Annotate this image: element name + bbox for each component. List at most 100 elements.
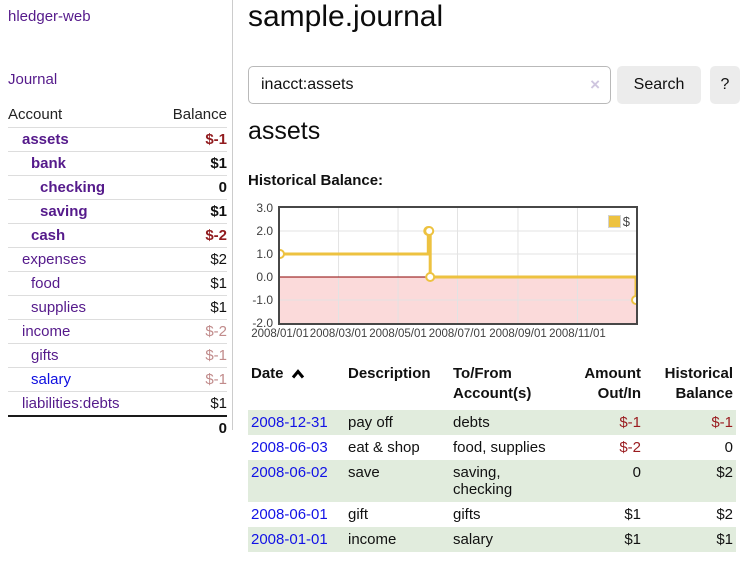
date-header-label: Date (251, 365, 284, 382)
transaction-balance: $-1 (711, 414, 733, 431)
account-row: assets $-1 (8, 127, 227, 152)
account-balance: $-1 (155, 127, 227, 152)
account-name-cell: gifts (8, 343, 156, 368)
transaction-balance: $2 (716, 464, 733, 481)
account-balance: $-1 (155, 367, 227, 392)
balance-chart: $ (278, 206, 638, 325)
column-header-accounts[interactable]: To/From Account(s) (453, 365, 532, 402)
transaction-date-link[interactable]: 2008-06-01 (251, 506, 328, 523)
accounts-total-spacer (8, 415, 156, 440)
transaction-balance: 0 (724, 439, 733, 456)
transaction-date-link[interactable]: 2008-01-01 (251, 531, 328, 548)
y-tick-label: -1.0 (252, 293, 273, 307)
account-link-supplies[interactable]: supplies (31, 299, 87, 316)
account-balance: $-2 (155, 319, 227, 344)
account-name-cell: salary (8, 367, 156, 392)
account-name-cell: food (8, 271, 156, 296)
account-link-bank[interactable]: bank (31, 155, 67, 172)
transactions-header-row: Date Description To/From Account(s) Amou… (248, 361, 736, 410)
account-row: food $1 (8, 271, 227, 296)
account-balance: $1 (155, 391, 227, 416)
transaction-date-link[interactable]: 2008-06-03 (251, 439, 328, 456)
transaction-amount: $1 (624, 531, 641, 548)
account-balance: $2 (155, 247, 227, 272)
transaction-date-link[interactable]: 2008-12-31 (251, 414, 328, 431)
x-tick-label: 2008/09/01 (489, 328, 547, 340)
account-row: supplies $1 (8, 295, 227, 320)
account-name-cell: cash (8, 223, 156, 248)
account-row: expenses $2 (8, 247, 227, 272)
account-link-expenses[interactable]: expenses (22, 251, 87, 268)
account-heading: assets (248, 117, 321, 145)
transaction-amount: $-2 (619, 439, 641, 456)
search-input[interactable] (248, 66, 611, 104)
transaction-balance: $2 (716, 506, 733, 523)
account-name-cell: income (8, 319, 156, 344)
transaction-date-cell: 2008-06-01 (248, 502, 345, 527)
transaction-row: 2008-06-01 gift gifts $1 $2 (248, 502, 736, 527)
account-name-cell: saving (8, 199, 156, 224)
account-link-gifts[interactable]: gifts (31, 347, 59, 364)
account-balance: 0 (155, 175, 227, 200)
transaction-date-cell: 2008-06-03 (248, 435, 345, 460)
account-link-assets[interactable]: assets (22, 131, 69, 148)
account-name-cell: bank (8, 151, 156, 176)
account-row: salary $-1 (8, 367, 227, 392)
account-name-cell: supplies (8, 295, 156, 320)
sidebar-item-journal[interactable]: Journal (8, 71, 58, 88)
sort-ascending-icon (291, 369, 304, 379)
accounts-table: Account Balance assets $-1 bank $1 checking 0… (8, 103, 227, 440)
account-link-saving[interactable]: saving (40, 203, 88, 220)
account-balance: $1 (155, 199, 227, 224)
accounts-header-balance: Balance (172, 106, 227, 123)
transaction-description: eat & shop (348, 439, 420, 456)
transaction-balance: $1 (716, 531, 733, 548)
transaction-row: 2008-12-31 pay off debts $-1 $-1 (248, 410, 736, 435)
account-link-income[interactable]: income (22, 323, 71, 340)
column-header-balance[interactable]: Historical Balance (664, 365, 733, 402)
column-header-date[interactable]: Date (248, 361, 345, 410)
transaction-date-link[interactable]: 2008-06-02 (251, 464, 328, 481)
account-balance: $1 (155, 295, 227, 320)
account-row: liabilities:debts $1 (8, 391, 227, 416)
chart-legend: $ (605, 213, 632, 230)
series-label: $ (622, 214, 630, 229)
column-header-amount[interactable]: Amount Out/In (584, 365, 641, 402)
transaction-date-cell: 2008-01-01 (248, 527, 345, 552)
page-title: sample.journal (248, 0, 444, 33)
y-tick-label: 1.0 (256, 247, 273, 261)
account-link-food[interactable]: food (31, 275, 61, 292)
account-link-salary[interactable]: salary (31, 371, 72, 388)
chart-canvas (280, 208, 636, 323)
account-row: income $-2 (8, 319, 227, 344)
transaction-row: 2008-06-02 save saving, checking 0 $2 (248, 460, 736, 502)
transaction-description: income (348, 531, 397, 548)
chart-title: Historical Balance: (248, 172, 384, 189)
account-name-cell: liabilities:debts (8, 391, 156, 416)
x-tick-label: 2008/07/01 (428, 328, 487, 340)
accounts-total-row: 0 (8, 415, 227, 440)
search-button[interactable]: Search (617, 66, 701, 104)
column-header-description[interactable]: Description (348, 365, 431, 382)
account-row: checking 0 (8, 175, 227, 200)
main-content: sample.journal × Search ? assets Histori… (248, 0, 742, 582)
x-tick-label: 2008/11/01 (549, 328, 606, 340)
account-link-cash[interactable]: cash (31, 227, 66, 244)
transaction-row: 2008-01-01 income salary $1 $1 (248, 527, 736, 552)
account-link-liabilities-debts[interactable]: liabilities:debts (22, 395, 120, 412)
help-button[interactable]: ? (710, 66, 740, 104)
clear-search-icon[interactable]: × (590, 75, 600, 94)
transaction-amount: 0 (632, 464, 641, 481)
accounts-total-balance: 0 (155, 415, 227, 440)
transaction-amount: $-1 (619, 414, 641, 431)
accounts-header-row: Account Balance (8, 103, 227, 128)
account-row: cash $-2 (8, 223, 227, 248)
transaction-description: gift (348, 506, 369, 523)
transaction-accounts: debts (453, 414, 490, 431)
account-row: saving $1 (8, 199, 227, 224)
app-title-link[interactable]: hledger-web (8, 8, 91, 25)
account-balance: $1 (155, 151, 227, 176)
account-balance: $-1 (155, 343, 227, 368)
account-link-checking[interactable]: checking (40, 179, 106, 196)
transaction-accounts: gifts (453, 506, 481, 523)
